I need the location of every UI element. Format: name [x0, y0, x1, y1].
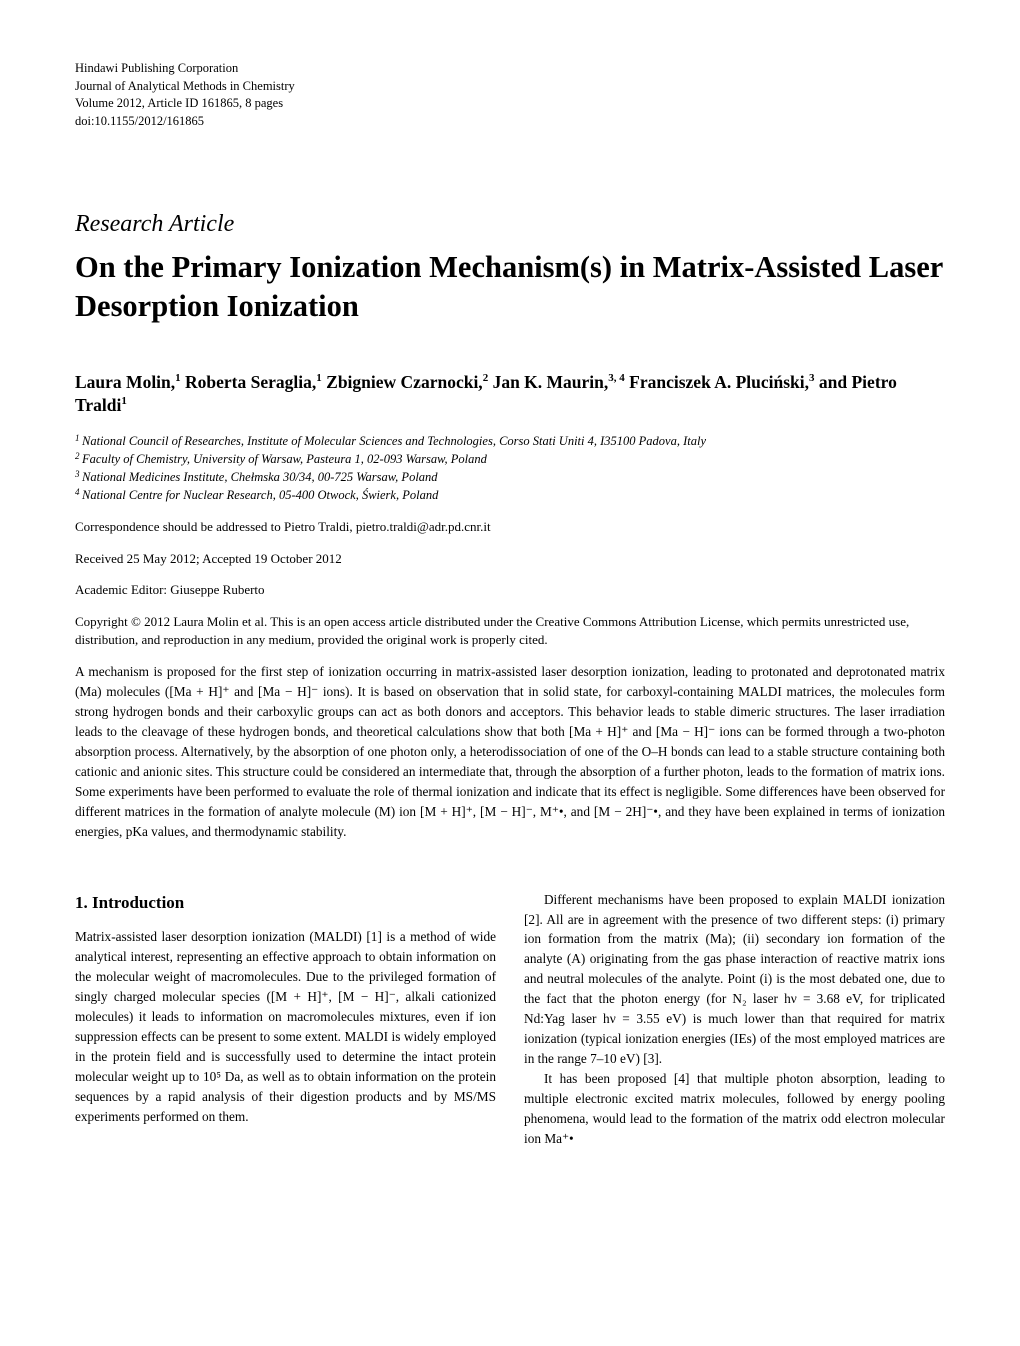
affiliation-text: Faculty of Chemistry, University of Wars… — [82, 450, 487, 468]
article-type: Research Article — [75, 208, 945, 240]
affiliation: 1 National Council of Researches, Instit… — [75, 432, 945, 450]
affiliation: 2 Faculty of Chemistry, University of Wa… — [75, 450, 945, 468]
doi: doi:10.1155/2012/161865 — [75, 113, 945, 131]
article-title: On the Primary Ionization Mechanism(s) i… — [75, 248, 945, 324]
affiliation: 3 National Medicines Institute, Chełmska… — [75, 468, 945, 486]
affiliation-number: 1 — [75, 432, 82, 450]
author-list: Laura Molin,1 Roberta Seraglia,1 Zbignie… — [75, 371, 945, 418]
body-paragraph: Matrix-assisted laser desorption ionizat… — [75, 927, 496, 1126]
affiliation-number: 2 — [75, 450, 82, 468]
affiliation-number: 4 — [75, 486, 82, 504]
journal-name: Journal of Analytical Methods in Chemist… — [75, 78, 945, 96]
left-column: 1. Introduction Matrix-assisted laser de… — [75, 890, 496, 1149]
affiliation-text: National Council of Researches, Institut… — [82, 432, 706, 450]
correspondence: Correspondence should be addressed to Pi… — [75, 518, 945, 536]
publisher-block: Hindawi Publishing Corporation Journal o… — [75, 60, 945, 130]
body-columns: 1. Introduction Matrix-assisted laser de… — [75, 890, 945, 1149]
body-paragraph: It has been proposed [4] that multiple p… — [524, 1069, 945, 1149]
copyright-notice: Copyright © 2012 Laura Molin et al. This… — [75, 613, 945, 648]
body-paragraph: Different mechanisms have been proposed … — [524, 890, 945, 1069]
publisher-name: Hindawi Publishing Corporation — [75, 60, 945, 78]
abstract: A mechanism is proposed for the first st… — [75, 662, 945, 841]
affiliation-text: National Medicines Institute, Chełmska 3… — [82, 468, 438, 486]
received-accepted-dates: Received 25 May 2012; Accepted 19 Octobe… — [75, 550, 945, 568]
affiliations: 1 National Council of Researches, Instit… — [75, 432, 945, 505]
affiliation-number: 3 — [75, 468, 82, 486]
right-column: Different mechanisms have been proposed … — [524, 890, 945, 1149]
affiliation-text: National Centre for Nuclear Research, 05… — [82, 486, 438, 504]
volume-info: Volume 2012, Article ID 161865, 8 pages — [75, 95, 945, 113]
section-heading-introduction: 1. Introduction — [75, 890, 496, 916]
academic-editor: Academic Editor: Giuseppe Ruberto — [75, 581, 945, 599]
affiliation: 4 National Centre for Nuclear Research, … — [75, 486, 945, 504]
